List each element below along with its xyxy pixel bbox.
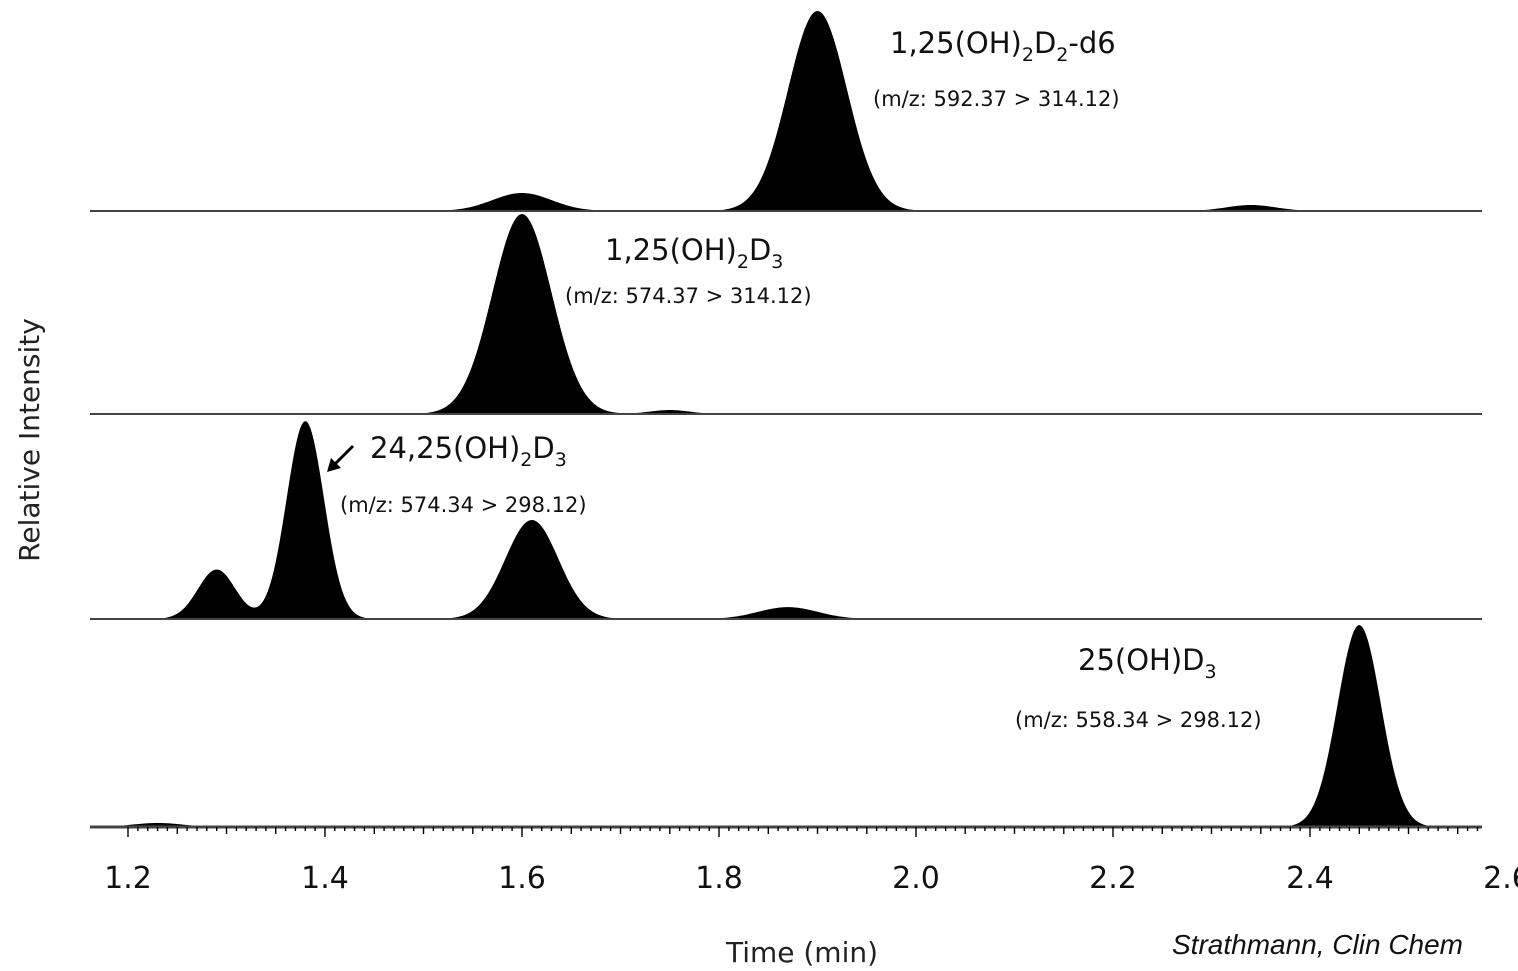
transition-series-2: (m/z: 574.37 > 314.12) <box>565 284 812 308</box>
transition-series-1: (m/z: 592.37 > 314.12) <box>873 87 1120 111</box>
x-tick-label: 2.6 <box>1483 861 1518 896</box>
transition-series-4: (m/z: 558.34 > 298.12) <box>1015 708 1262 732</box>
x-tick-label: 1.2 <box>104 861 152 896</box>
trace-area-2 <box>90 214 1482 414</box>
trace-area-1 <box>90 11 1482 211</box>
y-axis-label: Relative Intensity <box>13 318 46 562</box>
transition-series-3: (m/z: 574.34 > 298.12) <box>340 493 587 517</box>
x-tick-label: 2.4 <box>1286 861 1334 896</box>
x-axis-label: Time (min) <box>725 936 878 969</box>
traces-group <box>90 11 1482 829</box>
label-series-2: 1,25(OH)2D3 <box>605 233 783 273</box>
x-tick-label: 2.2 <box>1089 861 1137 896</box>
trace-area-4 <box>90 625 1482 827</box>
label-series-4: 25(OH)D3 <box>1078 643 1217 683</box>
x-axis: 1.2 1.4 1.6 1.8 2.0 2.2 2.4 2.6 <box>104 827 1518 896</box>
label-series-1: 1,25(OH)2D2-d6 <box>890 26 1116 66</box>
label-series-3: 24,25(OH)2D3 <box>370 431 567 471</box>
x-tick-label: 2.0 <box>892 861 940 896</box>
x-tick-label: 1.8 <box>695 861 743 896</box>
x-tick-label: 1.4 <box>301 861 349 896</box>
arrow-icon <box>327 444 355 472</box>
trace-area-3 <box>90 421 1482 619</box>
citation-text: Strathmann, Clin Chem <box>1172 929 1463 960</box>
x-tick-label: 1.6 <box>498 861 546 896</box>
